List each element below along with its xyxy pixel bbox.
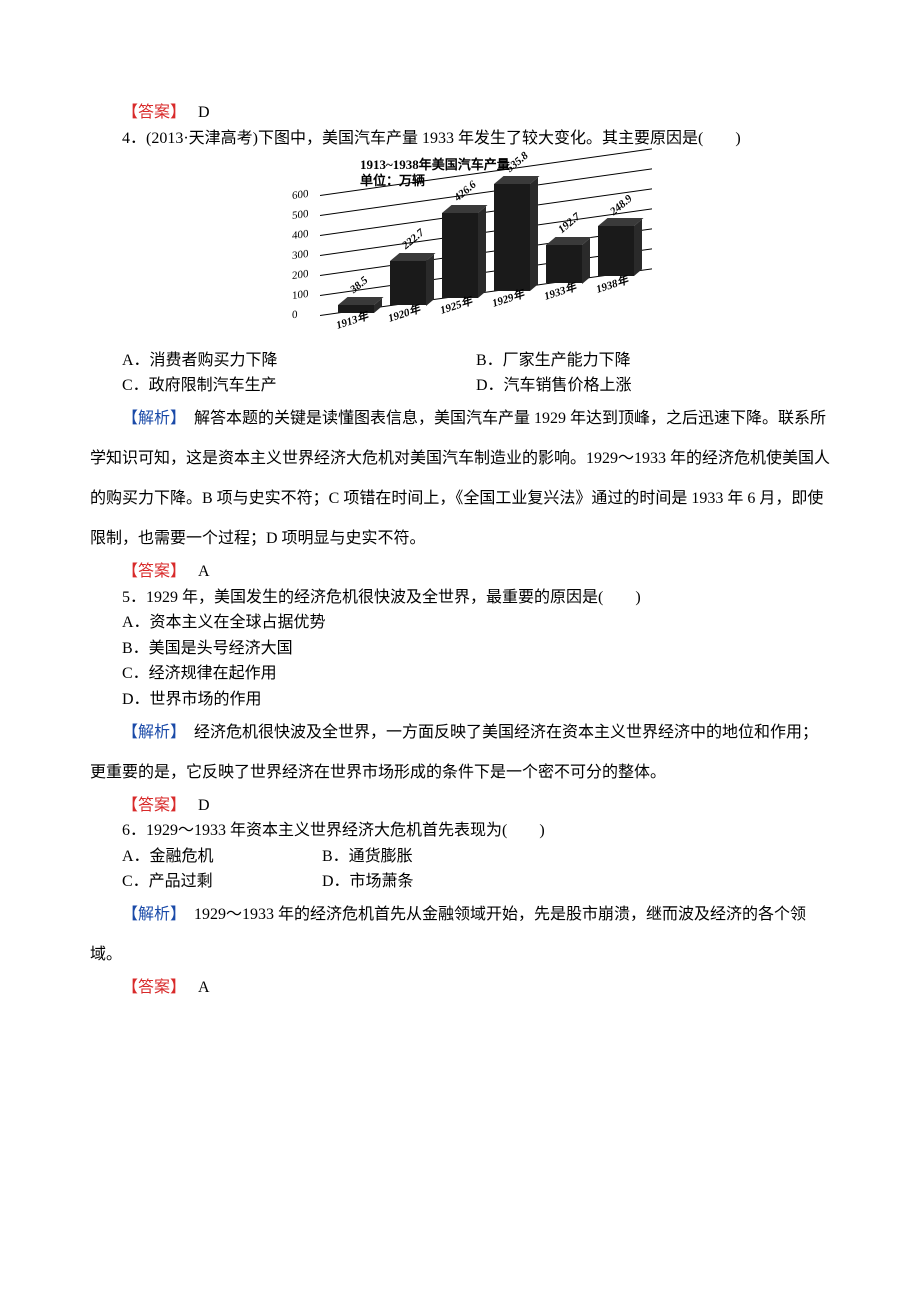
answer-label: 【答案】 <box>122 104 178 121</box>
chart-y-tick-label: 200 <box>292 266 309 286</box>
q6-option-c: C．产品过剩 <box>122 869 322 895</box>
q3-answer: D <box>198 104 210 121</box>
q5-stem: 5．1929 年，美国发生的经济危机很快波及全世界，最重要的原因是( ) <box>90 585 830 611</box>
q6-analysis-text: 1929～1933 年的经济危机首先从金融领域开始，先是股市崩溃，继而波及经济的… <box>90 906 806 963</box>
q4-option-b: B．厂家生产能力下降 <box>476 348 830 374</box>
answer-label: 【答案】 <box>122 979 178 996</box>
chart-bar-value: 248.9 <box>607 191 637 220</box>
q4-option-a: A．消费者购买力下降 <box>122 348 476 374</box>
q5-option-a: A．资本主义在全球占据优势 <box>122 610 830 636</box>
q5-options: A．资本主义在全球占据优势 B．美国是头号经济大国 C．经济规律在起作用 D．世… <box>122 610 830 712</box>
chart-title-line1: 1913~1938年美国汽车产量 <box>360 157 510 172</box>
q5-option-c: C．经济规律在起作用 <box>122 661 830 687</box>
chart-y-tick-label: 600 <box>292 186 309 206</box>
q5-option-d: D．世界市场的作用 <box>122 687 830 713</box>
bar-chart: 1913~1938年美国汽车产量 单位：万辆 01002003004005006… <box>260 157 660 337</box>
q6-analysis: 【解析】 1929～1933 年的经济危机首先从金融领域开始，先是股市崩溃，继而… <box>90 895 830 975</box>
q5-stem-text: 1929 年，美国发生的经济危机很快波及全世界，最重要的原因是( ) <box>146 589 641 606</box>
analysis-label: 【解析】 <box>122 410 178 427</box>
chart-bar <box>390 261 426 306</box>
q4-answer-line: 【答案】 A <box>90 559 830 585</box>
q6-options: A．金融危机 B．通货膨胀 C．产品过剩 D．市场萧条 <box>122 844 830 895</box>
q3-answer-line: 【答案】 D <box>90 100 830 126</box>
q6-answer: A <box>198 979 210 996</box>
q4-option-c: C．政府限制汽车生产 <box>122 373 476 399</box>
q4-option-d: D．汽车销售价格上涨 <box>476 373 830 399</box>
chart-bar-value: 38.5 <box>347 273 373 299</box>
q6-option-d: D．市场萧条 <box>322 869 830 895</box>
q4-stem: 4．(2013·天津高考)下图中，美国汽车产量 1933 年发生了较大变化。其主… <box>90 126 830 152</box>
q6-option-a: A．金融危机 <box>122 844 322 870</box>
analysis-label: 【解析】 <box>122 906 178 923</box>
q6-option-b: B．通货膨胀 <box>322 844 830 870</box>
chart-bar-value: 192.7 <box>555 210 585 239</box>
analysis-label: 【解析】 <box>122 724 178 741</box>
chart-bar-value: 222.7 <box>399 225 429 254</box>
chart-bar <box>598 226 634 276</box>
q5-analysis: 【解析】 经济危机很快波及全世界，一方面反映了美国经济在资本主义世界经济中的地位… <box>90 713 830 793</box>
q6-answer-line: 【答案】 A <box>90 975 830 1001</box>
q4-analysis-text: 解答本题的关键是读懂图表信息，美国汽车产量 1929 年达到顶峰，之后迅速下降。… <box>90 410 830 547</box>
q5-analysis-text: 经济危机很快波及全世界，一方面反映了美国经济在资本主义世界经济中的地位和作用；更… <box>90 724 818 781</box>
q4-number: 4． <box>122 130 146 147</box>
q4-stem-text: (2013·天津高考)下图中，美国汽车产量 1933 年发生了较大变化。其主要原… <box>146 130 741 147</box>
chart-y-tick-label: 0 <box>292 307 298 325</box>
chart-y-tick-label: 300 <box>292 246 309 266</box>
chart-bar <box>494 184 530 291</box>
q6-number: 6． <box>122 822 146 839</box>
q5-answer-line: 【答案】 D <box>90 793 830 819</box>
chart-y-tick-label: 100 <box>292 286 309 306</box>
chart-y-tick-label: 500 <box>292 206 309 226</box>
q4-analysis: 【解析】 解答本题的关键是读懂图表信息，美国汽车产量 1929 年达到顶峰，之后… <box>90 399 830 559</box>
q4-options: A．消费者购买力下降 B．厂家生产能力下降 C．政府限制汽车生产 D．汽车销售价… <box>122 348 830 399</box>
chart-title: 1913~1938年美国汽车产量 单位：万辆 <box>360 157 510 188</box>
chart-bar <box>442 213 478 298</box>
chart-bar <box>546 245 582 284</box>
q5-option-b: B．美国是头号经济大国 <box>122 636 830 662</box>
q6-stem-text: 1929～1933 年资本主义世界经济大危机首先表现为( ) <box>146 822 545 839</box>
q5-answer: D <box>198 797 210 814</box>
q5-number: 5． <box>122 589 146 606</box>
q6-stem: 6．1929～1933 年资本主义世界经济大危机首先表现为( ) <box>90 818 830 844</box>
chart-y-tick-label: 400 <box>292 226 309 246</box>
q4-answer: A <box>198 563 210 580</box>
answer-label: 【答案】 <box>122 797 178 814</box>
chart-container: 1913~1938年美国汽车产量 单位：万辆 01002003004005006… <box>90 157 830 346</box>
answer-label: 【答案】 <box>122 563 178 580</box>
